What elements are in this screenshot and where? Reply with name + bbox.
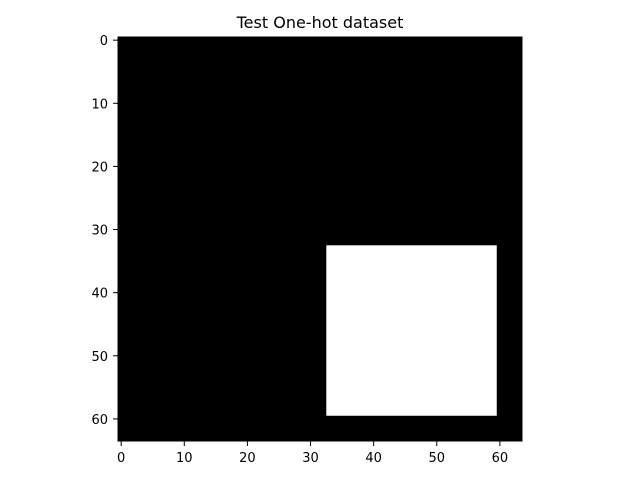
y-tick-label: 40 <box>91 287 108 302</box>
x-tick-label: 50 <box>429 451 446 466</box>
x-tick-label: 60 <box>492 451 509 466</box>
x-axis: 0 10 20 30 40 50 60 <box>117 441 508 466</box>
y-tick-label: 20 <box>91 160 108 175</box>
x-tick-label: 40 <box>365 451 382 466</box>
chart-title: Test One-hot dataset <box>236 13 404 32</box>
y-tick-label: 30 <box>91 224 108 239</box>
y-tick-label: 10 <box>91 97 108 112</box>
y-tick-label: 0 <box>100 34 108 49</box>
plot-area <box>117 36 523 442</box>
x-tick-label: 10 <box>176 451 193 466</box>
x-tick-label: 20 <box>239 451 256 466</box>
x-tick-label: 30 <box>302 451 319 466</box>
axes-frame <box>117 36 523 442</box>
heatmap-region-0 <box>326 245 497 416</box>
y-tick-label: 60 <box>91 413 108 428</box>
y-axis: 0 10 20 30 40 50 60 <box>91 34 118 428</box>
x-tick-label: 0 <box>117 451 125 466</box>
y-tick-label: 50 <box>91 350 108 365</box>
